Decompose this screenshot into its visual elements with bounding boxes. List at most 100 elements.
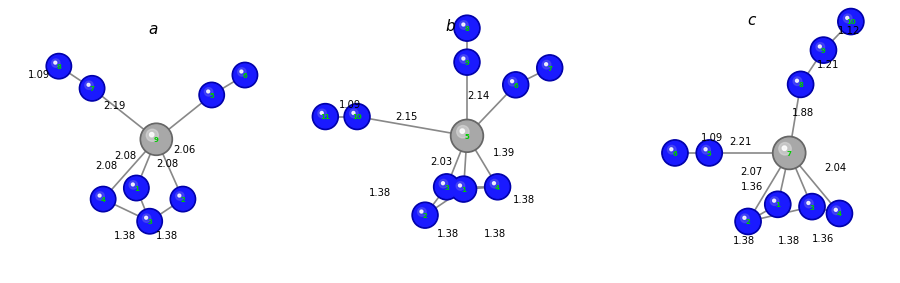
Text: 1: 1 <box>775 202 780 208</box>
Circle shape <box>79 76 104 101</box>
Circle shape <box>504 74 527 96</box>
Circle shape <box>670 148 673 151</box>
Text: 1.09: 1.09 <box>700 133 723 143</box>
Circle shape <box>204 88 212 96</box>
Circle shape <box>149 132 154 137</box>
Circle shape <box>453 178 475 200</box>
Text: a: a <box>148 22 157 37</box>
Text: 2.03: 2.03 <box>430 157 452 167</box>
Circle shape <box>538 57 561 79</box>
Text: 1.38: 1.38 <box>733 236 754 246</box>
Circle shape <box>778 143 791 155</box>
Circle shape <box>832 206 841 215</box>
Circle shape <box>176 192 184 200</box>
Circle shape <box>240 70 243 73</box>
Circle shape <box>129 181 138 189</box>
Text: 6: 6 <box>243 73 248 79</box>
Circle shape <box>491 179 499 188</box>
Circle shape <box>453 121 482 151</box>
Circle shape <box>454 49 480 75</box>
Text: 8: 8 <box>464 26 470 32</box>
Circle shape <box>442 182 445 185</box>
Text: 7: 7 <box>90 86 94 92</box>
Circle shape <box>742 216 746 219</box>
Circle shape <box>789 73 812 96</box>
Circle shape <box>412 202 438 228</box>
Circle shape <box>765 191 791 217</box>
Circle shape <box>772 199 776 202</box>
Circle shape <box>142 214 151 222</box>
Circle shape <box>199 82 224 108</box>
Circle shape <box>454 15 480 41</box>
Text: 1.38: 1.38 <box>369 188 391 198</box>
Text: 2.07: 2.07 <box>741 167 762 177</box>
Circle shape <box>770 197 778 205</box>
Circle shape <box>782 146 787 150</box>
Circle shape <box>314 105 337 128</box>
Circle shape <box>456 182 464 190</box>
Text: 1.38: 1.38 <box>114 231 137 241</box>
Text: 5: 5 <box>210 93 214 99</box>
Circle shape <box>201 84 223 106</box>
Circle shape <box>92 188 114 210</box>
Circle shape <box>139 210 161 232</box>
Text: 9: 9 <box>821 48 826 54</box>
Circle shape <box>801 195 824 218</box>
Text: 1.36: 1.36 <box>813 233 834 244</box>
Text: 8: 8 <box>798 82 803 88</box>
Circle shape <box>439 179 447 188</box>
Circle shape <box>788 71 814 98</box>
Circle shape <box>312 104 338 130</box>
Circle shape <box>735 208 761 235</box>
Circle shape <box>840 10 862 33</box>
Text: c: c <box>747 13 756 28</box>
Circle shape <box>663 142 687 164</box>
Circle shape <box>460 55 468 63</box>
Text: 3: 3 <box>810 205 814 211</box>
Circle shape <box>238 68 246 76</box>
Circle shape <box>349 109 358 118</box>
Text: 7: 7 <box>547 66 553 72</box>
Circle shape <box>462 23 464 26</box>
Text: 2: 2 <box>181 197 185 203</box>
Text: 1.38: 1.38 <box>157 231 178 241</box>
Text: 9: 9 <box>464 60 470 66</box>
Circle shape <box>232 62 257 88</box>
Text: 4: 4 <box>101 197 105 203</box>
Text: 1.09: 1.09 <box>28 70 50 80</box>
Circle shape <box>420 210 423 213</box>
Circle shape <box>125 177 148 199</box>
Text: 1.88: 1.88 <box>792 108 814 118</box>
Text: 1.38: 1.38 <box>778 236 800 246</box>
Circle shape <box>146 129 158 141</box>
Circle shape <box>51 59 60 67</box>
Text: 2.21: 2.21 <box>729 136 751 147</box>
Circle shape <box>816 42 824 51</box>
Circle shape <box>508 77 517 86</box>
Text: 1: 1 <box>134 186 139 192</box>
Text: 11: 11 <box>320 114 330 121</box>
Text: 1: 1 <box>461 187 466 193</box>
Circle shape <box>796 79 798 82</box>
Circle shape <box>741 214 749 223</box>
Circle shape <box>418 208 427 216</box>
Circle shape <box>46 53 72 79</box>
Text: 5: 5 <box>464 134 470 140</box>
Circle shape <box>736 210 760 233</box>
Circle shape <box>484 174 510 200</box>
Circle shape <box>436 175 458 198</box>
Text: 2: 2 <box>423 213 428 219</box>
Text: 1.38: 1.38 <box>513 196 535 205</box>
Circle shape <box>807 201 810 204</box>
Circle shape <box>172 188 194 210</box>
Circle shape <box>543 60 551 69</box>
Circle shape <box>207 90 210 93</box>
Circle shape <box>95 192 104 200</box>
Circle shape <box>846 16 849 20</box>
Circle shape <box>843 14 852 23</box>
Circle shape <box>460 21 468 29</box>
Text: 9: 9 <box>154 138 158 143</box>
Circle shape <box>793 77 802 85</box>
Text: 2.08: 2.08 <box>157 159 178 169</box>
Text: 3: 3 <box>148 219 152 225</box>
